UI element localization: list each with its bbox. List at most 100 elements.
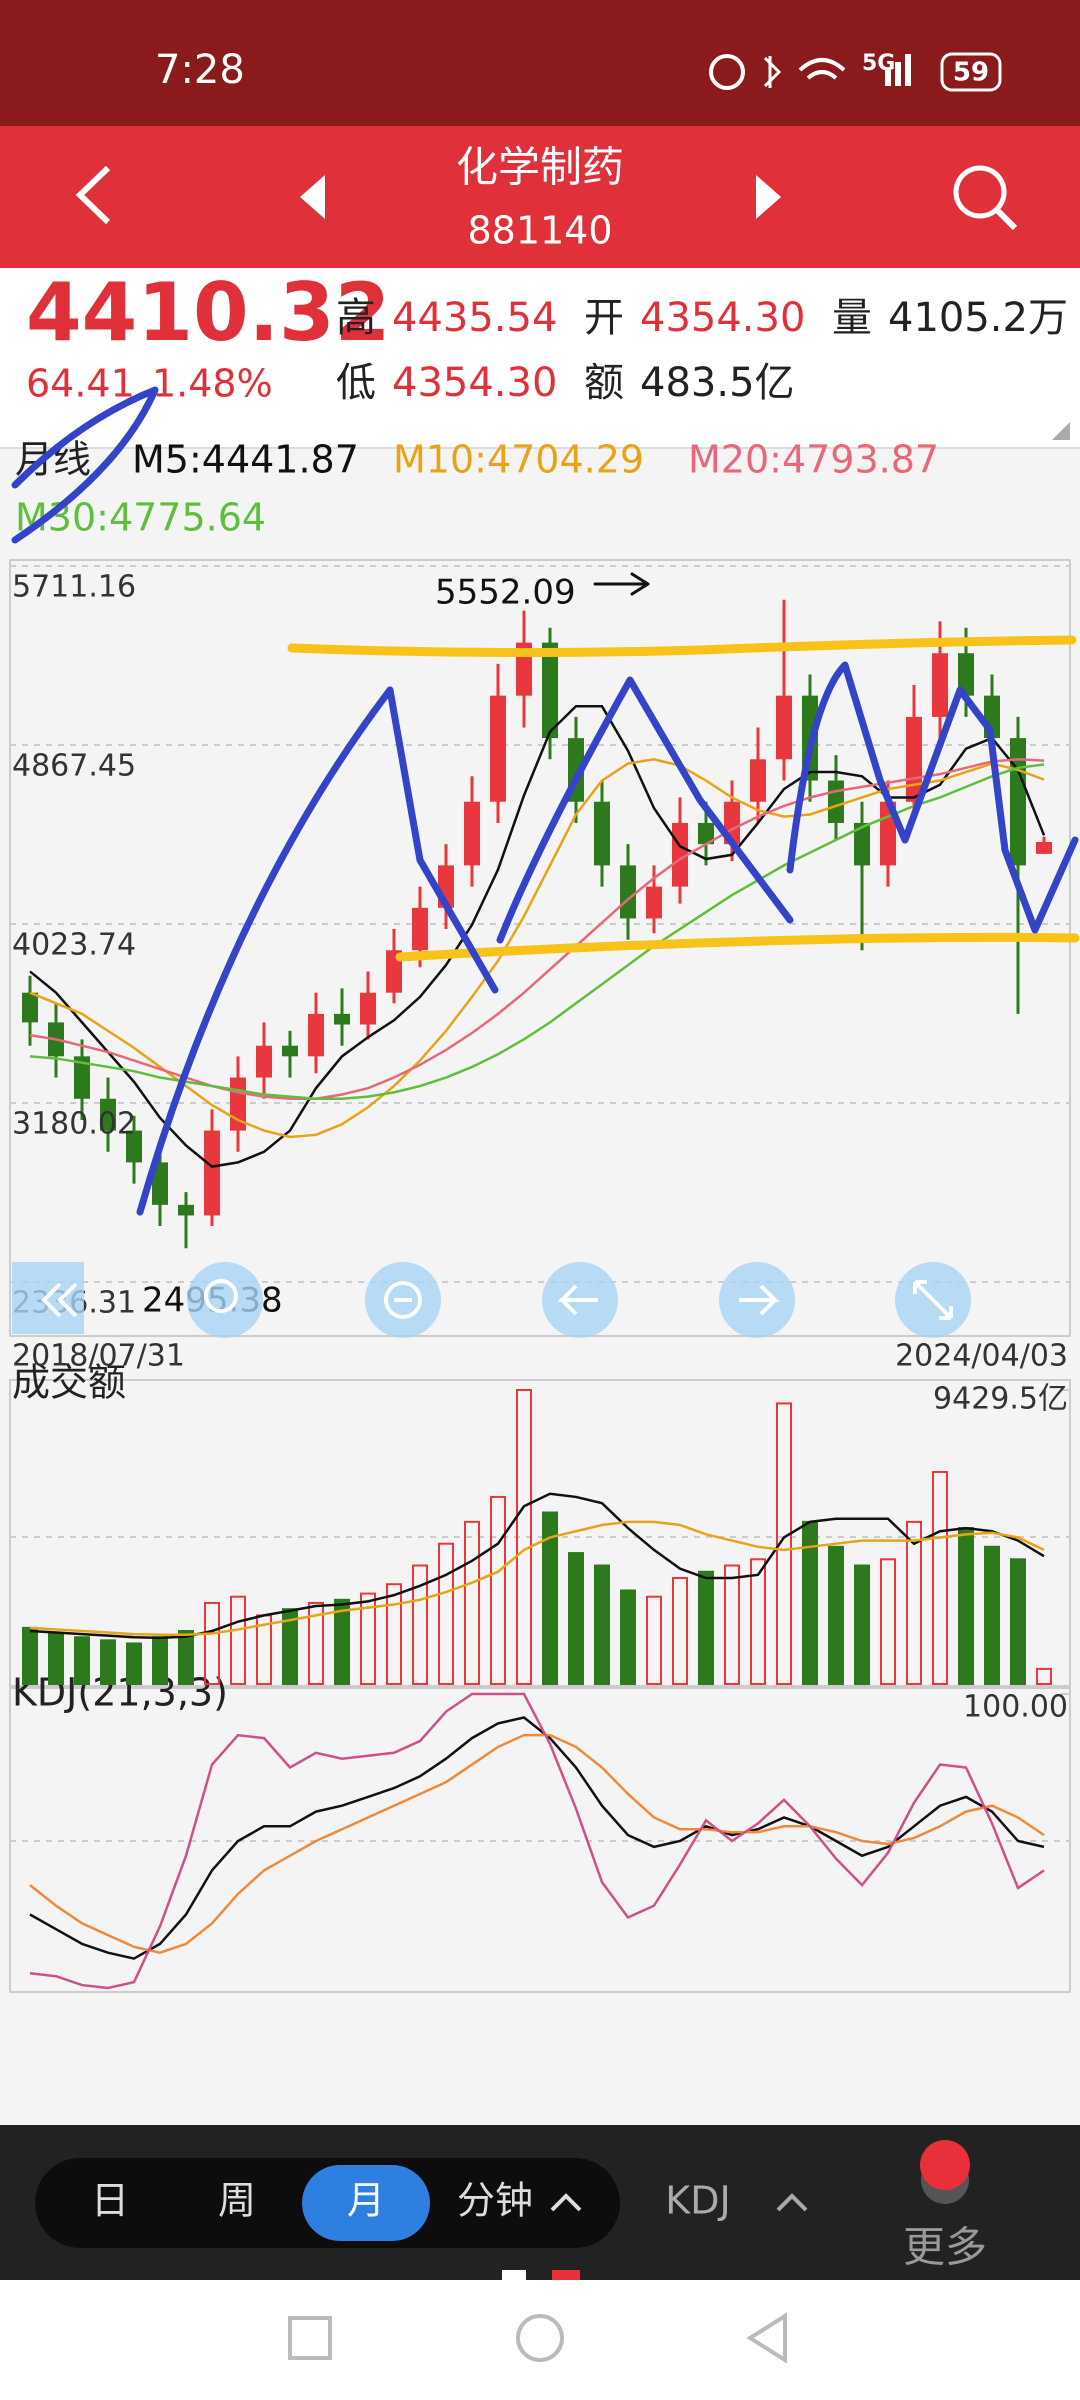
volume-bar bbox=[984, 1545, 1000, 1685]
period-tab[interactable]: 周 bbox=[218, 2179, 256, 2223]
candle-body bbox=[906, 716, 922, 802]
volume-bar bbox=[308, 1601, 324, 1686]
more-button[interactable]: 更多 bbox=[903, 2223, 987, 2272]
volume-bar bbox=[1036, 1667, 1052, 1685]
search-button[interactable] bbox=[953, 165, 1007, 219]
volume-frame bbox=[9, 1379, 1071, 1687]
volume-ma-line bbox=[29, 1520, 1045, 1636]
zoom-glyph bbox=[204, 1279, 238, 1313]
candle-body bbox=[1010, 738, 1026, 866]
back-nav-button[interactable] bbox=[746, 2312, 787, 2364]
battery-level: 59 bbox=[953, 58, 989, 88]
ma-line bbox=[29, 758, 1045, 1101]
candle-body bbox=[152, 1162, 168, 1205]
amount-value: 483.5亿 bbox=[640, 360, 795, 406]
zoom-in-button[interactable] bbox=[187, 1262, 263, 1338]
volume-title: 成交额 bbox=[12, 1361, 126, 1405]
amount-label: 额 bbox=[584, 360, 624, 406]
legend-entry: M30:4775.64 bbox=[15, 496, 266, 540]
active-tab bbox=[302, 2165, 430, 2241]
ma-line bbox=[29, 705, 1046, 1168]
volume-label: 量 bbox=[832, 295, 872, 341]
quote-panel bbox=[0, 268, 1080, 448]
battery-icon bbox=[940, 52, 1002, 92]
volume-bar bbox=[464, 1520, 480, 1685]
period-tab[interactable]: 分钟 bbox=[457, 2179, 533, 2223]
legend-entry: M20:4793.87 bbox=[688, 438, 939, 482]
volume-bar bbox=[100, 1639, 116, 1685]
y-tick-label: 100.00 bbox=[963, 1690, 1068, 1725]
back-button[interactable] bbox=[75, 165, 111, 225]
bluetooth-icon bbox=[763, 56, 782, 88]
chart-controls bbox=[12, 1262, 971, 1338]
expand-corner[interactable] bbox=[1052, 422, 1070, 440]
candle-body bbox=[282, 1045, 298, 1057]
price-change: 64.41 bbox=[26, 362, 135, 406]
candle-body bbox=[360, 992, 376, 1025]
candle-body bbox=[620, 865, 636, 919]
candle-body bbox=[698, 822, 714, 845]
home-button[interactable] bbox=[516, 2314, 564, 2362]
volume-bar bbox=[334, 1598, 350, 1685]
volume-bar bbox=[74, 1636, 90, 1686]
alarm-icon bbox=[709, 54, 745, 90]
ma-line bbox=[29, 763, 1045, 1101]
volume-bar bbox=[126, 1642, 142, 1686]
high-value: 4435.54 bbox=[392, 295, 557, 341]
period-tab[interactable]: 日 bbox=[91, 2179, 129, 2223]
candle-body bbox=[178, 1204, 194, 1216]
candle-body bbox=[490, 695, 506, 802]
volume-bar bbox=[282, 1608, 298, 1686]
volume-bar bbox=[776, 1402, 792, 1685]
stock-name: 化学制药 bbox=[456, 143, 624, 192]
kdj-line bbox=[29, 1716, 1045, 1960]
y-tick-label: 4023.74 bbox=[12, 927, 136, 962]
annotations bbox=[11, 386, 1080, 1216]
x-tick-label: 2018/07/31 bbox=[12, 1339, 185, 1374]
volume-bar bbox=[230, 1595, 246, 1685]
candle-body bbox=[464, 801, 480, 866]
volume-bar bbox=[48, 1633, 64, 1686]
ma-line bbox=[29, 758, 1045, 1139]
search-handle bbox=[994, 207, 1018, 231]
resistance-line bbox=[287, 635, 1077, 658]
candle-body bbox=[74, 1056, 90, 1099]
volume-value: 4105.2万 bbox=[888, 295, 1068, 341]
low-label: 低 bbox=[336, 360, 376, 406]
volume-bar bbox=[490, 1495, 506, 1685]
kdj-line bbox=[29, 1733, 1045, 1955]
legend-entry: M10:4704.29 bbox=[393, 438, 644, 482]
volume-bar bbox=[542, 1511, 558, 1685]
candle-body bbox=[958, 653, 974, 696]
status-time: 7:28 bbox=[155, 47, 245, 93]
candle-body bbox=[750, 759, 766, 802]
x-tick-label: 2024/04/03 bbox=[895, 1339, 1068, 1374]
candle-body bbox=[22, 992, 38, 1023]
indicator-chevron bbox=[776, 2193, 808, 2212]
volume-bar bbox=[932, 1470, 948, 1685]
nav-bar bbox=[0, 2280, 1080, 2400]
volume-bar bbox=[828, 1545, 844, 1685]
recents-button[interactable] bbox=[288, 2316, 332, 2360]
volume-bar bbox=[646, 1595, 662, 1685]
low-value: 4354.30 bbox=[392, 360, 557, 406]
volume-bar bbox=[880, 1558, 896, 1686]
high-label: 高 bbox=[336, 295, 376, 341]
candle-body bbox=[932, 653, 948, 717]
period-tab[interactable]: 月 bbox=[347, 2179, 385, 2223]
volume-bar bbox=[854, 1564, 870, 1685]
volume-bar bbox=[906, 1520, 922, 1685]
next-button[interactable] bbox=[756, 175, 781, 219]
prev-button[interactable] bbox=[300, 175, 325, 219]
signal-bar bbox=[885, 70, 891, 86]
candle-body bbox=[334, 1013, 350, 1025]
candle-body bbox=[308, 1013, 324, 1057]
candle-body bbox=[594, 801, 610, 866]
high-annotation: 5552.09 bbox=[435, 573, 576, 613]
chart-layer: 5711.164867.454023.743180.022336.31M5:44… bbox=[10, 438, 1070, 1990]
open-label: 开 bbox=[584, 295, 624, 341]
indicator-button[interactable]: KDJ bbox=[665, 2179, 730, 2223]
signal-bar bbox=[905, 54, 911, 86]
